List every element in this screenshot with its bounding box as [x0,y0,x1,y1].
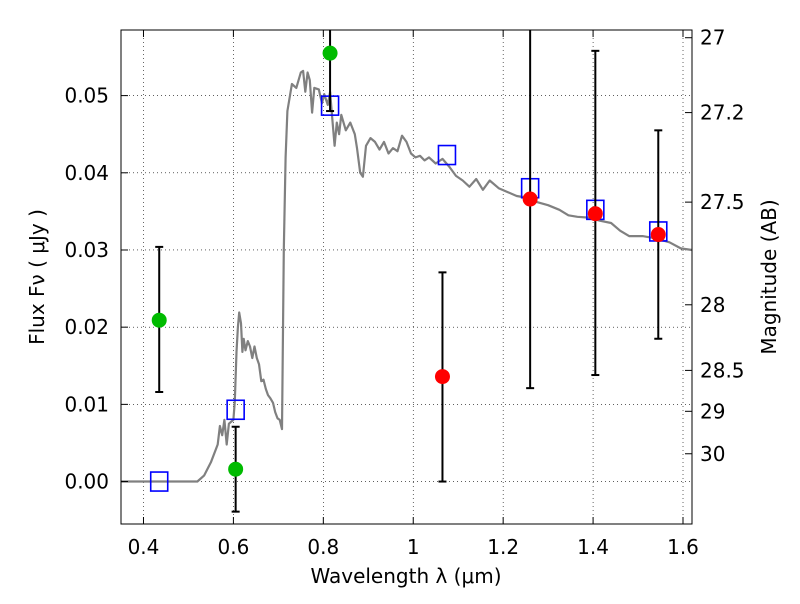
y2-tick-label: 30 [700,442,725,466]
y-tick-label: 0.03 [64,238,109,262]
y2-tick-label: 27.5 [700,190,745,214]
red-data-point [587,206,603,222]
point-layer [151,45,666,477]
x-tick-label: 1.2 [487,535,519,559]
y2-tick-label: 27 [700,26,725,50]
errorbar-layer [155,30,663,513]
y2-tick-label: 29 [700,399,725,423]
tick-layer: 0.4 0.6 0.8 1 1.2 1.4 1.6 0.00 0.01 0.02 0.03 0.04 0… [64,26,744,559]
curve-layer [121,69,693,483]
x-tick-label: 0.4 [128,535,160,559]
y2-axis-label: Magnitude (AB) [757,199,781,354]
y2-tick-label: 28.5 [700,358,745,382]
y2-tick-label: 28 [700,293,725,317]
green-data-point [151,312,167,328]
green-data-point [322,45,338,61]
x-tick-label: 1.6 [667,535,699,559]
green-data-point [228,461,244,477]
x-tick-label: 0.6 [217,535,249,559]
y-tick-label: 0.01 [64,392,109,416]
red-data-point [522,191,538,207]
model-flux-square [226,399,245,421]
grid-layer [121,30,692,524]
y-axis-label: Flux Fν ( μJy ) [25,209,49,345]
model-spectrum-line [121,69,693,483]
y2-tick-label: 27.2 [700,101,745,125]
x-tick-label: 0.8 [307,535,339,559]
x-tick-label: 1.4 [577,535,609,559]
plot-frame [120,29,693,525]
model-flux-square [437,144,457,166]
y-tick-label: 0.05 [64,84,109,108]
y-tick-label: 0.02 [64,315,109,339]
y-tick-label: 0.00 [64,470,109,494]
x-axis-label: Wavelength λ (μm) [310,564,501,588]
model-flux-square [149,471,169,492]
red-data-point [650,227,666,243]
x-tick-label: 1 [407,535,420,559]
red-data-point [434,369,450,385]
y-tick-label: 0.04 [64,161,109,185]
